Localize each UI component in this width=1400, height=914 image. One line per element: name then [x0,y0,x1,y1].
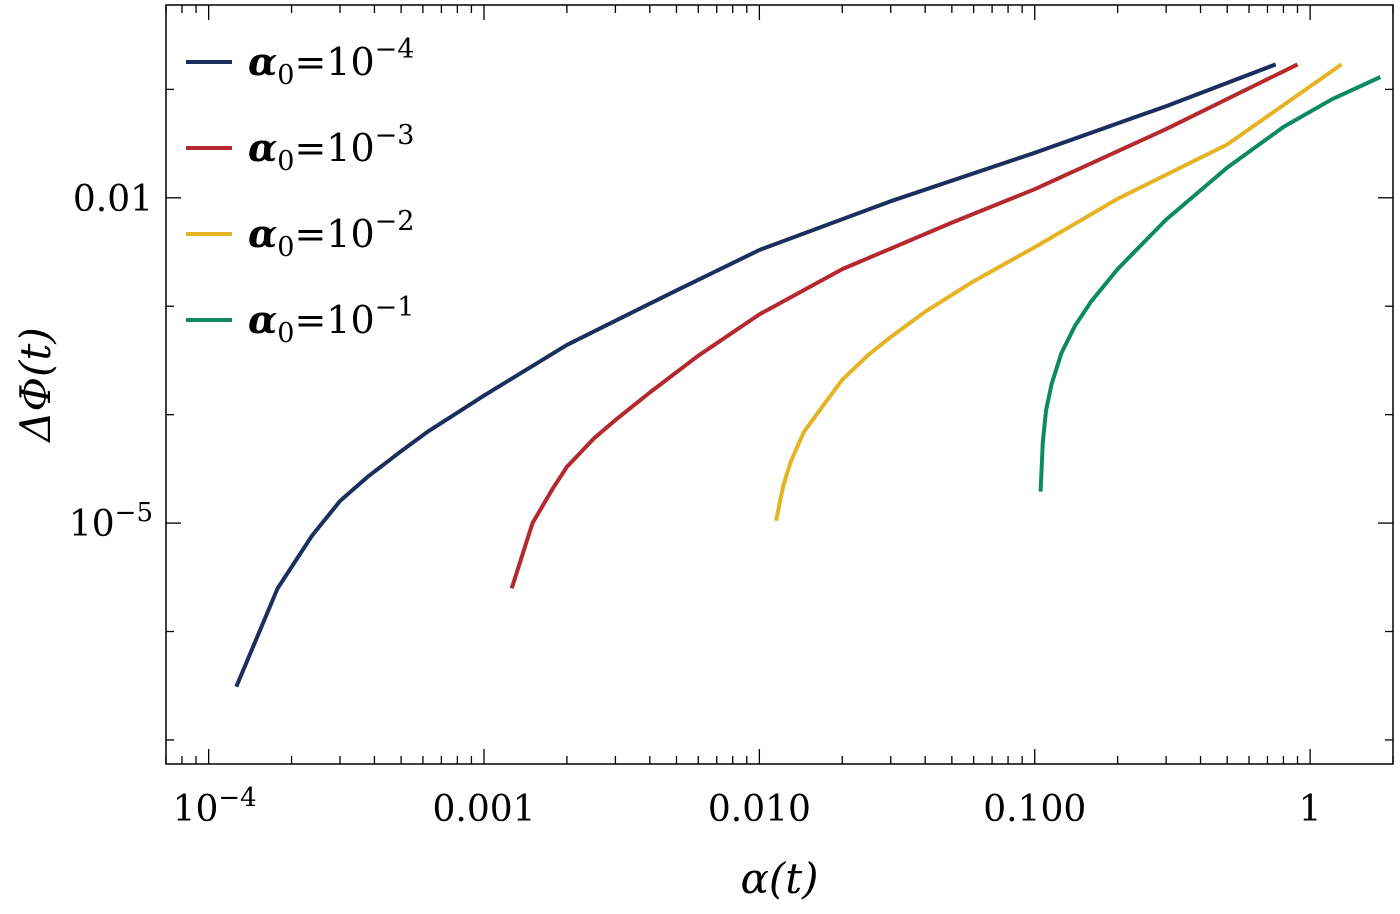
x-tick-label: 0.100 [983,789,1086,830]
series-line-1 [234,62,1277,688]
ticks [165,5,1394,764]
x-tick-label: 1 [1299,789,1322,830]
series-line-2 [509,62,1299,590]
legend-label: α0=10−4 [248,34,414,91]
series-line-3 [774,62,1343,522]
plot-frame [165,4,1394,765]
y-tick-label: 0.01 [73,179,153,220]
legend-label: α0=10−2 [248,206,414,263]
y-axis-label: ΔΦ(t) [11,327,60,443]
series-lines [234,62,1382,688]
x-tick-label: 10−4 [173,783,257,830]
y-tick-label: 10−5 [69,498,153,545]
x-axis-label: α(t) [740,854,818,903]
series-line-4 [1038,75,1382,492]
legend-label: α0=10−1 [248,292,414,349]
x-tick-label: 0.001 [432,789,535,830]
legend-label: α0=10−3 [248,120,414,177]
legend: α0=10−4 α0=10−3 α0=10−2 α0=10−1 [186,34,414,349]
x-tick-label: 0.010 [708,789,811,830]
tick-labels: 10−4 0.001 0.010 0.100 1 0.01 10−5 [69,179,1322,830]
